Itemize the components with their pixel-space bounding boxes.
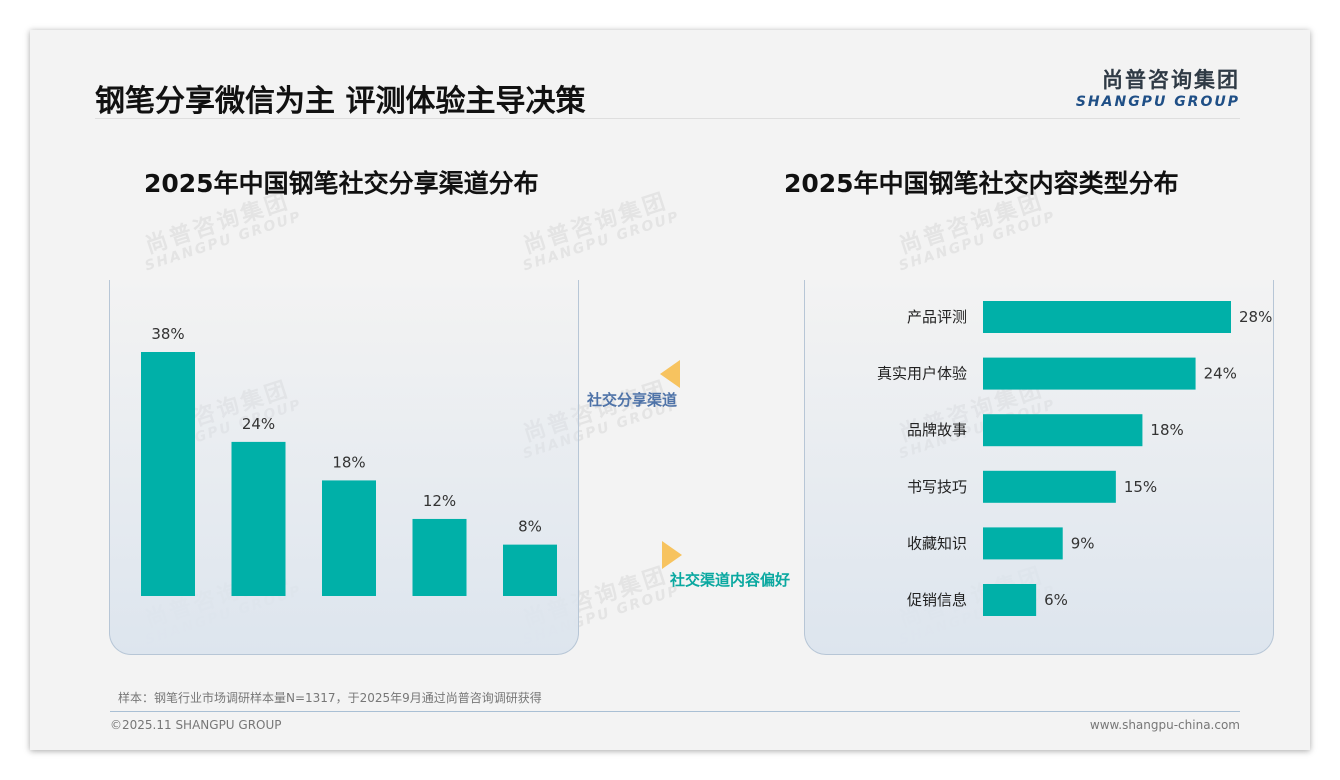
copyright-text: ©2025.11 SHANGPU GROUP [110, 718, 282, 732]
share-channel-chart: 38%微信朋友圈24%小红书18%微博12%抖音8%专业论坛 [141, 325, 557, 596]
bar-2 [231, 441, 286, 596]
bar-2 [983, 357, 1196, 390]
data-label: 12% [423, 492, 456, 510]
category-label: 品牌故事 [907, 421, 967, 439]
bar-1 [141, 352, 195, 596]
data-label: 24% [242, 415, 275, 433]
logo-cn-text: 尚普咨询集团 [1102, 68, 1240, 92]
page-title: 钢笔分享微信为主 评测体验主导决策 [95, 84, 586, 119]
data-label: 38% [151, 325, 184, 343]
bar-5 [983, 527, 1063, 560]
slide: 钢笔分享微信为主 评测体验主导决策 尚普咨询集团 SHANGPU GROUP 尚… [30, 30, 1310, 750]
share-channel-label: 社交分享渠道 [587, 391, 678, 409]
data-label: 18% [1150, 421, 1183, 439]
company-logo: 尚普咨询集团 SHANGPU GROUP [1076, 64, 1240, 110]
data-label: 6% [1044, 591, 1068, 609]
left-pointing-arrow-icon [660, 360, 680, 388]
logo-en-text: SHANGPU GROUP [1075, 94, 1240, 110]
right-chart-panel [804, 280, 1274, 655]
data-label: 24% [1204, 365, 1237, 383]
right-pointing-arrow-icon [662, 541, 682, 569]
footer-divider [110, 711, 1240, 712]
data-label: 28% [1239, 308, 1272, 326]
title-divider [95, 118, 1240, 119]
bar-4 [412, 518, 467, 596]
content-preference-label: 社交渠道内容偏好 [670, 571, 791, 589]
category-label: 书写技巧 [907, 478, 967, 496]
bar-5 [503, 544, 557, 596]
bar-4 [983, 470, 1116, 503]
left-chart-title: 2025年中国钢笔社交分享渠道分布 [144, 169, 539, 198]
data-label: 8% [518, 518, 542, 536]
bar-1 [983, 301, 1231, 333]
bar-6 [983, 584, 1037, 616]
bar-3 [322, 480, 376, 596]
category-label: 真实用户体验 [877, 365, 967, 383]
content-type-chart: 产品评测 28% 真实用户体验 24% 品牌故事 18% 书写技巧 15% 收藏知识 9% 促销信息… [877, 301, 1272, 616]
website-link[interactable]: www.shangpu-china.com [1089, 718, 1240, 732]
data-label: 9% [1071, 534, 1095, 552]
data-label: 15% [1124, 478, 1157, 496]
right-chart-title: 2025年中国钢笔社交内容类型分布 [784, 169, 1179, 198]
data-label: 18% [332, 453, 365, 471]
category-label: 产品评测 [907, 308, 967, 326]
sample-note: 样本：钢笔行业市场调研样本量N=1317，于2025年9月通过尚普咨询调研获得 [118, 691, 542, 705]
category-label: 促销信息 [907, 591, 967, 609]
category-label: 收藏知识 [907, 534, 967, 552]
bar-3 [983, 414, 1143, 447]
